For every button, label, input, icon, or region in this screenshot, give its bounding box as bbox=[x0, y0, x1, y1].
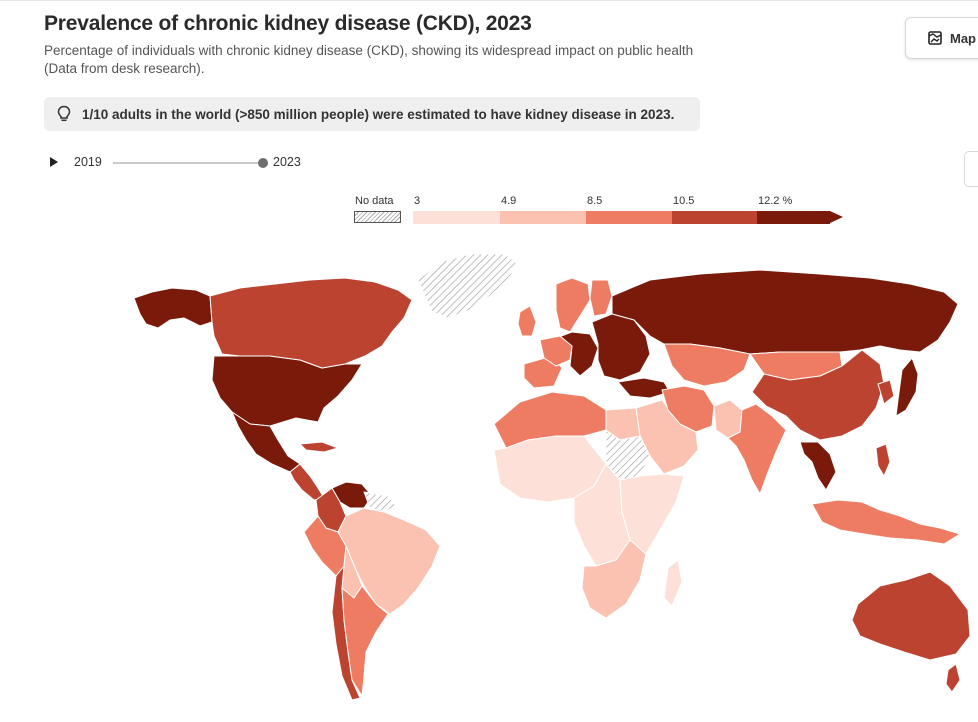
region-france[interactable]: France bbox=[539, 335, 573, 367]
region-guianas[interactable]: Guianas bbox=[363, 491, 397, 513]
insight-callout: 1/10 adults in the world (>850 million p… bbox=[44, 97, 700, 131]
region-united-kingdom[interactable]: United Kingdom bbox=[517, 305, 537, 337]
lightbulb-icon bbox=[57, 105, 71, 122]
year-timeline: 2019 2023 bbox=[50, 154, 350, 172]
legend-tick-label: 12.2 % bbox=[758, 195, 793, 207]
region-scandinavia[interactable]: Scandinavia bbox=[555, 277, 591, 333]
region-new-zealand[interactable]: New Zealand bbox=[945, 663, 961, 693]
legend-tick-label: 4.9 bbox=[501, 195, 517, 207]
region-argentina[interactable]: Argentina bbox=[341, 585, 389, 697]
region-indonesia[interactable]: Indonesia bbox=[811, 499, 961, 545]
top-divider bbox=[0, 0, 978, 1]
legend-tick-label: 8.5 bbox=[587, 195, 603, 207]
region-china[interactable]: China bbox=[751, 349, 885, 441]
region-southeast-asia[interactable]: Southeast Asia bbox=[799, 441, 837, 491]
region-brazil[interactable]: Brazil bbox=[337, 507, 441, 615]
region-sudan[interactable]: Sudan bbox=[605, 429, 651, 481]
page-subtitle: Percentage of individuals with chronic k… bbox=[44, 42, 784, 78]
region-cuba[interactable]: Cuba bbox=[299, 441, 339, 453]
region-chile[interactable]: Chile bbox=[331, 565, 361, 701]
tab-map-label: Map bbox=[950, 30, 976, 46]
region-pakistan[interactable]: Pakistan bbox=[713, 399, 743, 439]
timeline-end-year[interactable]: 2023 bbox=[273, 155, 301, 169]
side-panel-button[interactable] bbox=[964, 151, 978, 187]
region-canada[interactable]: Canada bbox=[209, 277, 413, 369]
callout-text: 1/10 adults in the world (>850 million p… bbox=[82, 106, 675, 122]
region-korea[interactable]: Korea bbox=[877, 379, 895, 405]
region-central-america[interactable]: Central America bbox=[289, 463, 325, 501]
region-southern-africa[interactable]: Southern Africa bbox=[581, 539, 647, 619]
region-eastern-europe[interactable]: Eastern Europe bbox=[591, 313, 651, 381]
tab-map[interactable]: Map bbox=[905, 17, 978, 59]
region-turkey[interactable]: Turkey bbox=[617, 377, 671, 399]
region-east-africa[interactable]: East Africa bbox=[619, 473, 685, 555]
page-title: Prevalence of chronic kidney disease (CK… bbox=[44, 12, 532, 35]
world-map: RussiaUnited StatesMexicoAlaskaCanadaGre… bbox=[133, 253, 971, 701]
timeline-handle[interactable] bbox=[258, 158, 268, 168]
legend-no-data-label: No data bbox=[355, 195, 394, 207]
legend-no-data-swatch bbox=[354, 211, 401, 223]
region-alaska[interactable]: Alaska bbox=[133, 287, 213, 329]
subtitle-line-1: Percentage of individuals with chronic k… bbox=[44, 43, 694, 58]
region-japan[interactable]: Japan bbox=[895, 357, 919, 417]
region-madagascar[interactable]: Madagascar bbox=[663, 559, 683, 607]
legend-bin-5[interactable] bbox=[757, 211, 830, 224]
legend-arrow bbox=[830, 211, 843, 223]
region-russia[interactable]: Russia bbox=[611, 269, 959, 355]
region-central-asia[interactable]: Central Asia bbox=[663, 343, 751, 387]
region-philippines[interactable]: Philippines bbox=[875, 443, 891, 477]
region-iran[interactable]: Iran bbox=[661, 385, 715, 433]
legend-bin-3[interactable] bbox=[586, 211, 672, 224]
map-legend: No data 3 4.9 8.5 10.5 12.2 % bbox=[350, 194, 850, 228]
play-icon[interactable] bbox=[50, 157, 58, 167]
timeline-start-year[interactable]: 2019 bbox=[74, 155, 102, 169]
legend-tick-label: 10.5 bbox=[673, 195, 695, 207]
region-australia[interactable]: Australia bbox=[851, 571, 971, 661]
region-finland[interactable]: Finland bbox=[589, 279, 613, 317]
legend-bin-2[interactable] bbox=[500, 211, 586, 224]
map-icon bbox=[928, 31, 942, 45]
legend-bin-4[interactable] bbox=[672, 211, 757, 224]
legend-bin-1[interactable] bbox=[413, 211, 500, 224]
region-india[interactable]: India bbox=[727, 403, 787, 495]
subtitle-line-2: (Data from desk research). bbox=[44, 61, 205, 76]
legend-tick-label: 3 bbox=[414, 195, 421, 207]
timeline-track[interactable] bbox=[113, 162, 259, 164]
region-greenland[interactable]: Greenland bbox=[417, 253, 519, 319]
